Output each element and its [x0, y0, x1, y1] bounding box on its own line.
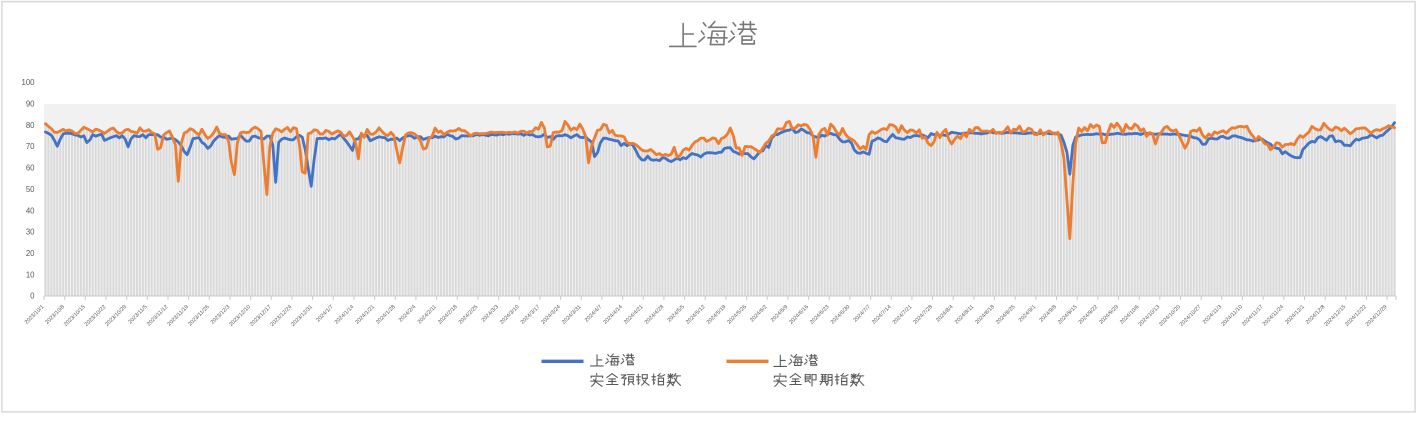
svg-text:60: 60: [26, 164, 35, 173]
svg-text:30: 30: [26, 228, 35, 237]
svg-text:70: 70: [26, 142, 35, 151]
svg-text:20: 20: [26, 249, 35, 258]
svg-text:0: 0: [30, 292, 35, 301]
svg-text:100: 100: [21, 78, 35, 87]
svg-text:10: 10: [26, 270, 35, 279]
svg-text:50: 50: [26, 185, 35, 194]
svg-text:40: 40: [26, 206, 35, 215]
svg-text:80: 80: [26, 121, 35, 130]
svg-text:90: 90: [26, 100, 35, 109]
